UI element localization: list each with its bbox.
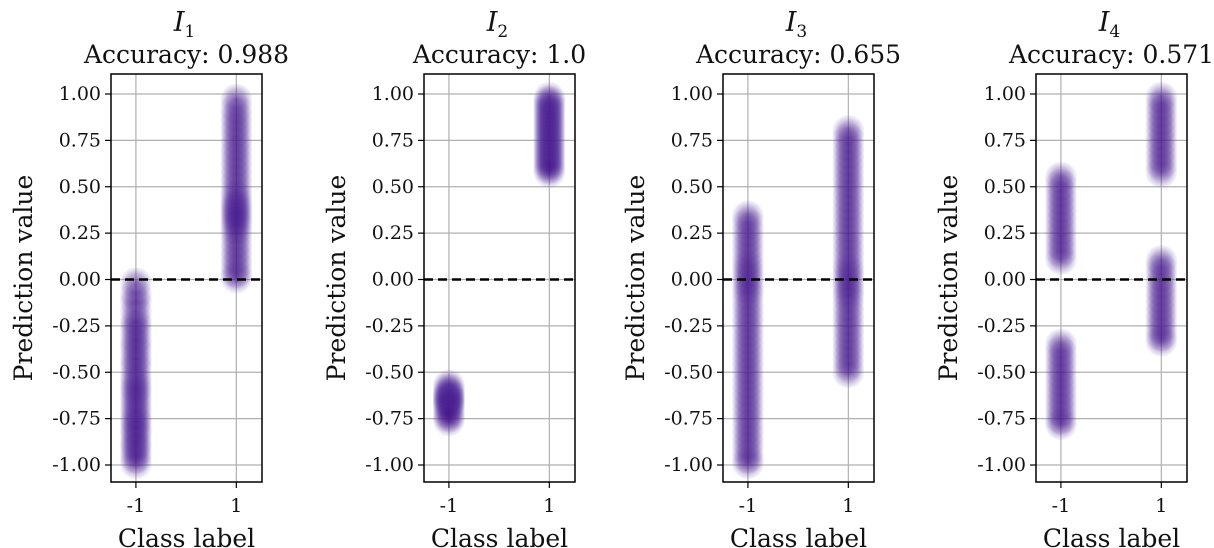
y-tick-label: -0.50 (365, 361, 414, 383)
y-tick-label: -0.25 (365, 315, 414, 337)
x-tick-label: -1 (127, 495, 146, 517)
y-tick-label: -1.00 (52, 454, 101, 476)
chart-subtitle: Accuracy: 0.571 (1008, 40, 1214, 69)
y-tick-label: 0.00 (372, 269, 414, 291)
chart-title-var: I (1098, 7, 1111, 38)
chart-title-subscript: 4 (1109, 22, 1120, 42)
y-tick-label: -0.75 (365, 408, 414, 430)
y-tick-label: 0.75 (671, 129, 713, 151)
x-axis-label: Class label (1043, 524, 1180, 548)
y-tick-label: 0.50 (984, 176, 1026, 198)
x-tick-label: 1 (1155, 495, 1167, 517)
y-axis-label: Prediction value (322, 175, 351, 382)
data-point (1145, 155, 1178, 188)
x-axis-label: Class label (118, 524, 255, 548)
y-tick-label: 0.50 (372, 176, 414, 198)
chart-title-subscript: 1 (184, 22, 195, 42)
y-tick-label: 0.75 (372, 129, 414, 151)
y-tick-label: -1.00 (977, 454, 1026, 476)
chart-title: I1 (173, 7, 196, 42)
chart-title-var: I (173, 7, 186, 38)
data-point (220, 261, 253, 294)
y-tick-label: 1.00 (59, 83, 101, 105)
y-tick-label: 0.25 (59, 222, 101, 244)
x-tick-label: 1 (842, 495, 854, 517)
chart-title-subscript: 3 (796, 22, 807, 42)
y-tick-label: 0.25 (671, 222, 713, 244)
x-tick-label: -1 (739, 495, 758, 517)
y-tick-label: 1.00 (671, 83, 713, 105)
chart-title-var: I (785, 7, 798, 38)
y-tick-label: -0.50 (52, 361, 101, 383)
y-tick-label: -0.25 (977, 315, 1026, 337)
axes-frame (722, 73, 875, 483)
data-point (533, 155, 566, 188)
x-tick-label: 1 (543, 495, 555, 517)
data-point (1145, 324, 1178, 357)
y-tick-label: 0.00 (671, 269, 713, 291)
y-tick-label: 0.75 (984, 129, 1026, 151)
data-point (1044, 408, 1077, 441)
data-point (119, 447, 152, 480)
y-tick-label: 0.25 (372, 222, 414, 244)
x-tick-label: 1 (230, 495, 242, 517)
y-tick-label: 1.00 (372, 83, 414, 105)
y-tick-label: -0.50 (977, 361, 1026, 383)
x-tick-label: -1 (1052, 495, 1071, 517)
chart-title-subscript: 2 (497, 22, 508, 42)
data-point (1044, 243, 1077, 276)
chart-title: I2 (486, 7, 509, 42)
y-tick-label: 0.50 (59, 176, 101, 198)
y-tick-label: -0.25 (664, 315, 713, 337)
y-tick-label: -1.00 (664, 454, 713, 476)
data-point (432, 404, 465, 437)
y-tick-label: 1.00 (984, 83, 1026, 105)
axes-frame (110, 73, 263, 483)
y-tick-label: -0.50 (664, 361, 713, 383)
x-axis-label: Class label (431, 524, 568, 548)
data-point (731, 447, 764, 480)
y-tick-label: -0.75 (977, 408, 1026, 430)
y-tick-label: 0.75 (59, 129, 101, 151)
y-tick-label: 0.25 (984, 222, 1026, 244)
y-axis-label: Prediction value (934, 175, 963, 382)
y-tick-label: -0.75 (664, 408, 713, 430)
y-tick-label: -0.75 (52, 408, 101, 430)
y-tick-label: 0.00 (59, 269, 101, 291)
chart-title: I3 (785, 7, 808, 42)
axes-frame (1035, 73, 1188, 483)
data-point (832, 356, 865, 389)
y-tick-label: -0.25 (52, 315, 101, 337)
chart-title-var: I (486, 7, 499, 38)
y-tick-label: -1.00 (365, 454, 414, 476)
x-tick-label: -1 (440, 495, 459, 517)
chart-title: I4 (1098, 7, 1121, 42)
y-axis-label: Prediction value (9, 175, 38, 382)
chart-subtitle: Accuracy: 0.988 (83, 40, 289, 69)
chart-subtitle: Accuracy: 1.0 (412, 40, 586, 69)
x-axis-label: Class label (730, 524, 867, 548)
axes-frame (423, 73, 576, 483)
y-tick-label: 0.50 (671, 176, 713, 198)
y-tick-label: 0.00 (984, 269, 1026, 291)
y-axis-label: Prediction value (621, 175, 650, 382)
chart-subtitle: Accuracy: 0.655 (695, 40, 901, 69)
